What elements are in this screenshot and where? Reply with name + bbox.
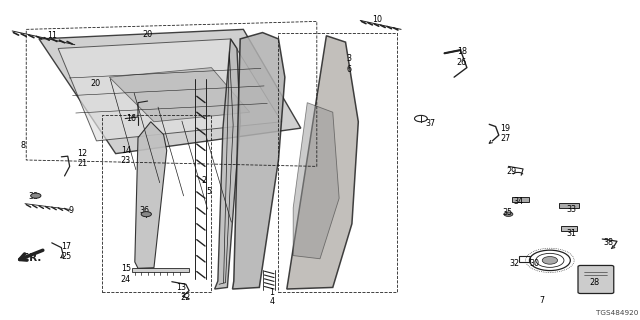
Circle shape <box>542 257 557 264</box>
Text: 27: 27 <box>500 134 510 143</box>
Text: 38: 38 <box>604 238 614 247</box>
FancyBboxPatch shape <box>578 266 614 293</box>
Text: 16: 16 <box>127 114 136 123</box>
Polygon shape <box>287 36 358 289</box>
FancyArrowPatch shape <box>611 245 615 249</box>
Text: 7: 7 <box>540 296 545 305</box>
Text: 39: 39 <box>29 192 39 201</box>
Text: 35: 35 <box>502 208 512 217</box>
Polygon shape <box>109 68 250 122</box>
FancyArrowPatch shape <box>61 255 64 258</box>
Circle shape <box>141 212 152 217</box>
Text: 24: 24 <box>121 275 131 284</box>
Polygon shape <box>39 29 301 154</box>
Text: 9: 9 <box>68 206 74 215</box>
Text: 15: 15 <box>121 264 131 273</box>
Text: 5: 5 <box>206 188 211 196</box>
Circle shape <box>504 212 513 216</box>
Text: 20: 20 <box>90 79 100 88</box>
Text: 37: 37 <box>426 119 436 128</box>
Text: 19: 19 <box>500 124 510 132</box>
Polygon shape <box>232 33 285 289</box>
Text: TGS484920: TGS484920 <box>596 310 638 316</box>
Text: 18: 18 <box>457 47 467 56</box>
Text: 3: 3 <box>346 53 351 62</box>
Text: 1: 1 <box>269 288 275 297</box>
Text: 13: 13 <box>176 283 186 292</box>
Text: 36: 36 <box>140 206 149 215</box>
Text: 30: 30 <box>529 259 540 268</box>
Text: 17: 17 <box>61 242 72 251</box>
Polygon shape <box>132 268 189 272</box>
Text: 28: 28 <box>589 278 600 287</box>
Circle shape <box>31 193 41 198</box>
Text: FR.: FR. <box>22 253 41 263</box>
Text: 26: 26 <box>457 58 467 67</box>
Text: 10: 10 <box>372 15 383 24</box>
Text: 25: 25 <box>61 252 72 261</box>
Text: 14: 14 <box>121 146 131 155</box>
Text: 20: 20 <box>143 30 152 39</box>
Polygon shape <box>293 103 339 259</box>
Text: 11: 11 <box>47 31 57 40</box>
Text: 23: 23 <box>121 156 131 165</box>
Text: 8: 8 <box>20 141 26 150</box>
Text: 12: 12 <box>77 149 88 158</box>
Text: 6: 6 <box>346 65 351 74</box>
Text: 32: 32 <box>509 259 519 268</box>
Text: 4: 4 <box>269 297 275 306</box>
Polygon shape <box>214 39 240 289</box>
Text: 34: 34 <box>513 197 523 206</box>
FancyBboxPatch shape <box>511 197 529 202</box>
Text: 22: 22 <box>180 293 191 302</box>
FancyBboxPatch shape <box>559 203 579 208</box>
Text: 2: 2 <box>201 176 206 185</box>
FancyArrowPatch shape <box>489 140 492 143</box>
Polygon shape <box>58 39 282 141</box>
FancyBboxPatch shape <box>561 226 577 231</box>
Text: 31: 31 <box>566 229 576 238</box>
Text: 29: 29 <box>506 167 516 176</box>
Text: 21: 21 <box>77 159 88 168</box>
Polygon shape <box>135 122 167 268</box>
Text: 33: 33 <box>566 205 576 214</box>
